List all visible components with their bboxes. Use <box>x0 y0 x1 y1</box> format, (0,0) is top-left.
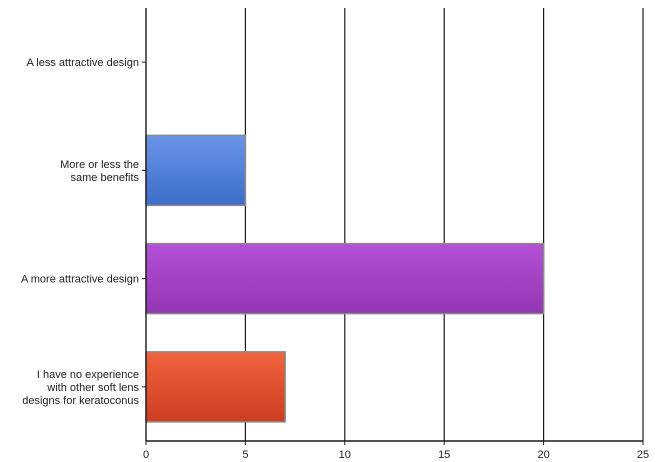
category-labels: A less attractive design More or less the… <box>21 57 140 407</box>
x-tick-labels: 0 5 10 15 20 25 <box>143 449 649 461</box>
x-tick-label-0: 0 <box>143 449 149 461</box>
x-tick-label-15: 15 <box>438 449 450 461</box>
category-label-2: A more attractive design <box>21 274 139 286</box>
gridlines <box>244 8 644 441</box>
axes <box>142 8 644 445</box>
bar-1 <box>145 134 247 207</box>
x-tick-label-5: 5 <box>242 449 248 461</box>
x-tick-label-25: 25 <box>637 449 649 461</box>
bar-2 <box>145 242 545 315</box>
category-label-1: More or less the same benefits <box>60 159 139 184</box>
category-label-3: I have no experience with other soft lens… <box>22 369 139 407</box>
x-tick-label-20: 20 <box>537 449 549 461</box>
category-label-0: A less attractive design <box>26 57 139 69</box>
x-tick-label-10: 10 <box>339 449 351 461</box>
bar-3 <box>145 351 286 423</box>
